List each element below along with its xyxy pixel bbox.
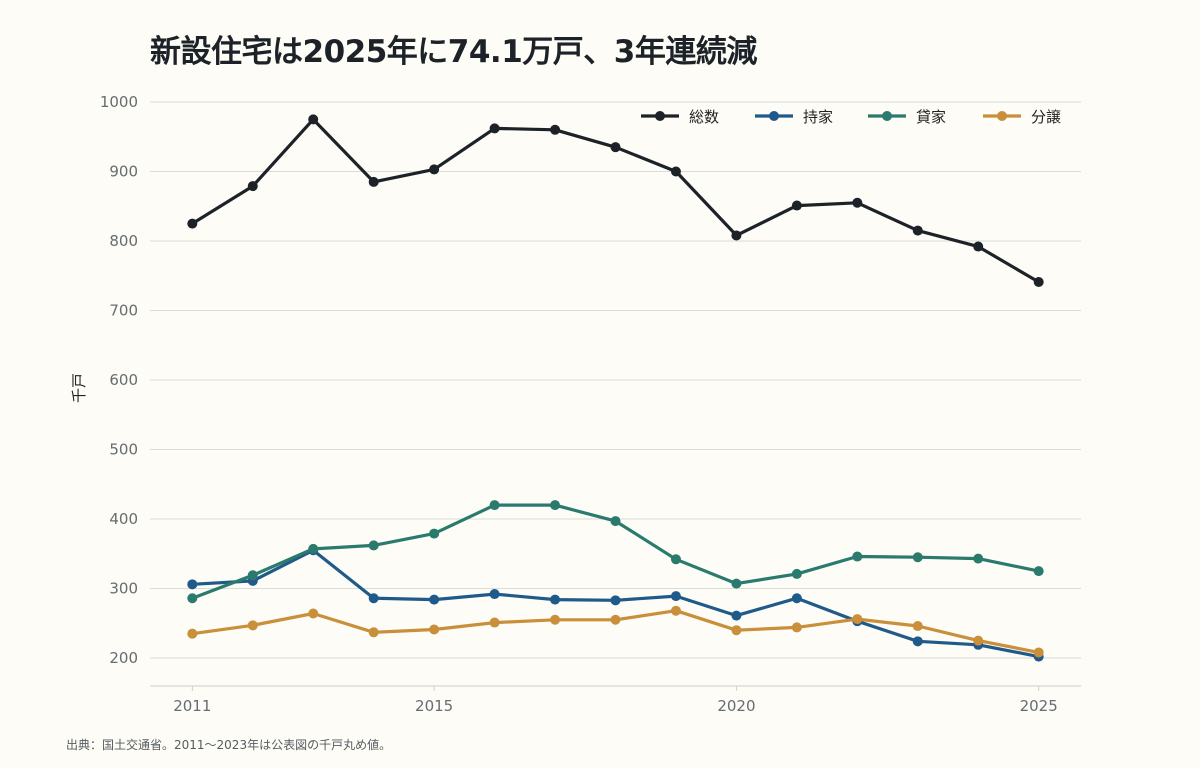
legend-swatch-dot-貸家 <box>882 111 892 121</box>
y-tick-1000: 1000 <box>100 93 138 111</box>
point-分譲-2017 <box>550 614 561 625</box>
legend-label-総数: 総数 <box>689 108 719 126</box>
point-分譲-2016 <box>489 617 500 628</box>
point-持家-2017 <box>550 594 561 605</box>
series-持家 <box>187 545 1044 662</box>
point-貸家-2014 <box>368 540 379 551</box>
y-tick-800: 800 <box>109 232 138 250</box>
point-持家-2015 <box>429 594 440 605</box>
point-分譲-2011 <box>187 628 198 639</box>
point-持家-2014 <box>368 593 379 604</box>
legend-item-分譲: 分譲 <box>983 108 1061 126</box>
point-貸家-2017 <box>550 500 561 511</box>
legend-item-総数: 総数 <box>641 108 719 126</box>
point-貸家-2011 <box>187 593 198 604</box>
legend-swatch-dot-持家 <box>769 111 779 121</box>
point-持家-2018 <box>610 595 621 606</box>
point-貸家-2020 <box>731 578 742 589</box>
point-貸家-2013 <box>308 543 319 554</box>
x-tick-2015: 2015 <box>415 697 453 715</box>
point-持家-2011 <box>187 579 198 590</box>
point-総数-2021 <box>791 200 802 211</box>
legend: 総数 持家 貸家 分譲 <box>641 108 1061 126</box>
point-総数-2017 <box>550 124 561 135</box>
legend-label-持家: 持家 <box>803 108 833 126</box>
point-持家-2021 <box>791 593 802 604</box>
point-総数-2015 <box>429 164 440 175</box>
y-tick-labels: 200 300 400 500 600 700 800 900 1000 <box>100 93 138 667</box>
point-持家-2023 <box>912 636 923 647</box>
point-分譲-2023 <box>912 621 923 632</box>
point-総数-2025 <box>1033 277 1044 288</box>
point-分譲-2025 <box>1033 647 1044 658</box>
point-総数-2018 <box>610 142 621 153</box>
series-総数 <box>187 114 1044 288</box>
point-貸家-2024 <box>973 553 984 564</box>
point-貸家-2019 <box>670 554 681 565</box>
point-貸家-2022 <box>852 551 863 562</box>
point-分譲-2015 <box>429 624 440 635</box>
point-分譲-2013 <box>308 608 319 619</box>
point-分譲-2022 <box>852 614 863 625</box>
y-tick-500: 500 <box>109 441 138 459</box>
y-tick-900: 900 <box>109 163 138 181</box>
legend-label-貸家: 貸家 <box>916 108 946 126</box>
series-group <box>187 114 1044 662</box>
point-分譲-2024 <box>973 635 984 646</box>
point-総数-2023 <box>912 225 923 236</box>
point-分譲-2021 <box>791 622 802 633</box>
point-分譲-2019 <box>670 605 681 616</box>
x-tick-2011: 2011 <box>173 697 211 715</box>
point-総数-2014 <box>368 176 379 187</box>
x-tick-2025: 2025 <box>1020 697 1058 715</box>
point-総数-2020 <box>731 230 742 241</box>
point-貸家-2025 <box>1033 566 1044 577</box>
point-貸家-2015 <box>429 528 440 539</box>
point-持家-2020 <box>731 610 742 621</box>
legend-item-貸家: 貸家 <box>868 108 946 126</box>
point-総数-2016 <box>489 123 500 134</box>
point-総数-2022 <box>852 197 863 208</box>
point-貸家-2016 <box>489 500 500 511</box>
point-貸家-2023 <box>912 552 923 563</box>
y-tick-400: 400 <box>109 510 138 528</box>
series-貸家 <box>187 500 1044 604</box>
series-分譲 <box>187 605 1044 658</box>
legend-swatch-dot-分譲 <box>997 111 1007 121</box>
point-持家-2019 <box>670 591 681 602</box>
point-総数-2012 <box>247 181 258 192</box>
point-分譲-2020 <box>731 625 742 636</box>
x-tick-labels: 2011 2015 2020 2025 <box>173 686 1058 715</box>
point-分譲-2014 <box>368 627 379 638</box>
y-tick-700: 700 <box>109 302 138 320</box>
point-貸家-2018 <box>610 516 621 527</box>
point-総数-2011 <box>187 218 198 229</box>
legend-swatch-dot-総数 <box>655 111 665 121</box>
y-tick-300: 300 <box>109 580 138 598</box>
legend-label-分譲: 分譲 <box>1031 108 1061 126</box>
point-総数-2019 <box>670 166 681 177</box>
point-貸家-2012 <box>247 570 258 581</box>
point-総数-2024 <box>973 241 984 252</box>
y-axis-label: 千戸 <box>70 373 88 403</box>
y-tick-600: 600 <box>109 371 138 389</box>
point-分譲-2018 <box>610 614 621 625</box>
y-tick-200: 200 <box>109 649 138 667</box>
point-総数-2013 <box>308 114 319 125</box>
point-持家-2016 <box>489 589 500 600</box>
point-分譲-2012 <box>247 620 258 631</box>
x-tick-2020: 2020 <box>717 697 755 715</box>
source-note: 出典：国土交通省。2011〜2023年は公表図の千戸丸め値。 <box>66 738 392 752</box>
chart-title: 新設住宅は2025年に74.1万戸、3年連続減 <box>150 34 757 70</box>
point-貸家-2021 <box>791 568 802 579</box>
legend-item-持家: 持家 <box>755 108 833 126</box>
